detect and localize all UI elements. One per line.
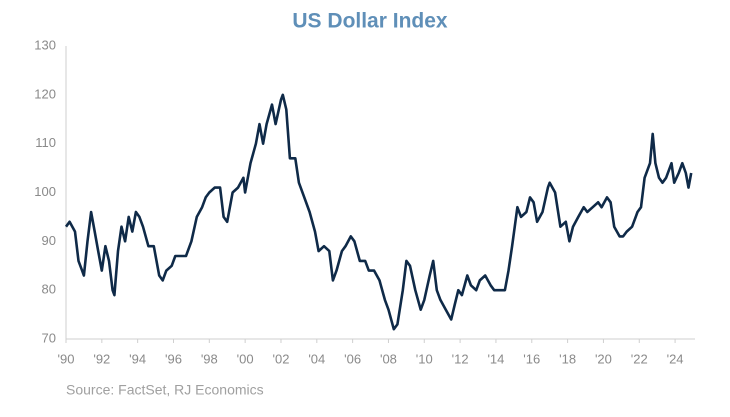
y-tick-label: 80 [42, 282, 56, 297]
x-tick-label: '08 [380, 351, 397, 366]
x-tick-label: '14 [487, 351, 504, 366]
x-tick-label: '18 [559, 351, 576, 366]
x-tick-label: '20 [595, 351, 612, 366]
y-tick-label: 90 [42, 233, 56, 248]
x-tick-label: '02 [272, 351, 289, 366]
x-tick-label: '94 [129, 351, 146, 366]
x-tick-label: '92 [93, 351, 110, 366]
x-tick-label: '00 [237, 351, 254, 366]
x-tick-label: '06 [344, 351, 361, 366]
x-tick-label: '90 [58, 351, 75, 366]
x-tick-label: '96 [165, 351, 182, 366]
y-tick-label: 110 [35, 135, 56, 150]
x-tick-label: '98 [201, 351, 218, 366]
x-tick-label: '24 [667, 351, 684, 366]
source-note: Source: FactSet, RJ Economics [66, 382, 264, 398]
y-tick-label: 70 [42, 330, 56, 345]
x-tick-label: '16 [523, 351, 540, 366]
y-tick-label: 130 [34, 37, 56, 52]
y-tick-label: 100 [34, 184, 56, 199]
x-tick-label: '10 [416, 351, 433, 366]
y-tick-label: 120 [34, 86, 56, 101]
x-tick-label: '04 [308, 351, 325, 366]
x-tick-label: '12 [452, 351, 469, 366]
index-line [64, 93, 693, 331]
chart-title: US Dollar Index [292, 10, 448, 33]
x-tick-label: '22 [631, 351, 648, 366]
